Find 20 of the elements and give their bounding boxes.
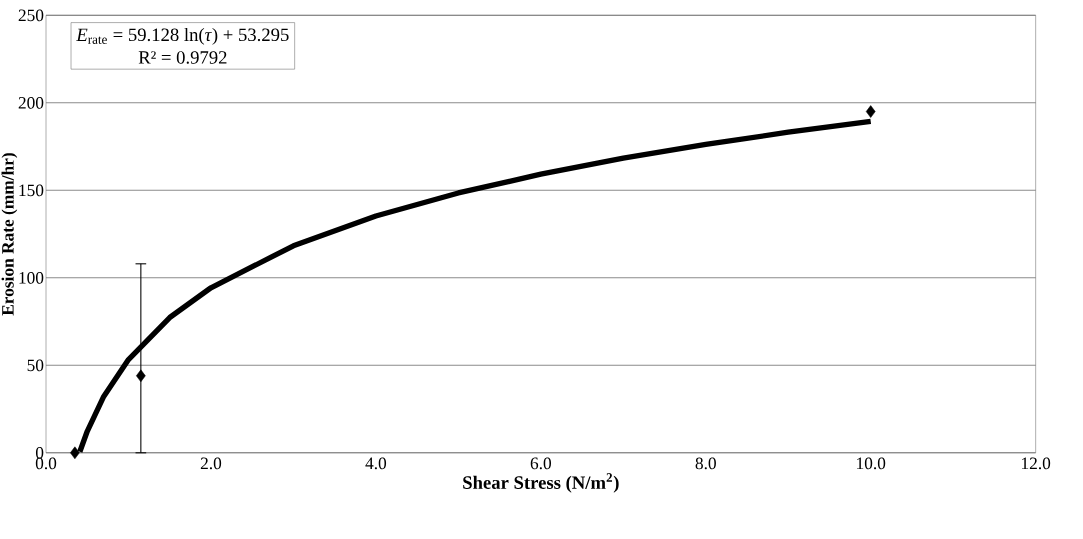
- x-tick-label: 4.0: [365, 457, 387, 470]
- y-tick-label: 250: [18, 9, 44, 22]
- y-tick-label: 0: [35, 447, 44, 459]
- annotation: E$_{rate}$ = 59.128 ln(τ) + 53.295: [76, 28, 289, 45]
- annotation: R² = 0.9792: [138, 51, 227, 64]
- x-tick-label: 6.0: [530, 457, 552, 470]
- point: [70, 446, 80, 460]
- x-tick-label: 8.0: [695, 457, 716, 470]
- y-axis-title: Erosion Rate (mm/hr): [1, 153, 18, 316]
- y-tick-label: 150: [19, 184, 44, 197]
- y-tick-label: 200: [18, 97, 44, 109]
- point: [136, 369, 146, 383]
- x-tick-label: 10.0: [857, 457, 886, 470]
- y-tick-label: 100: [19, 272, 44, 284]
- x-tick-label: 2.0: [200, 457, 222, 470]
- x-tick-label: 12.0: [1022, 457, 1051, 470]
- x-axis-title: Shear Stress (N/m$^{2}$): [463, 473, 619, 493]
- x-tick-label: 0.0: [35, 457, 57, 470]
- y-tick-label: 50: [27, 359, 44, 372]
- point: [865, 105, 876, 118]
